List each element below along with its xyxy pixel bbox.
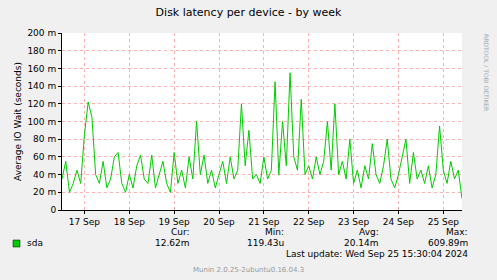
svg-text:17 Sep: 17 Sep [69,217,101,227]
svg-text:sda: sda [27,238,43,248]
svg-text:Last update: Wed Sep 25 15:30:: Last update: Wed Sep 25 15:30:04 2024 [286,249,468,259]
svg-text:Min:: Min: [265,227,284,237]
svg-text:40 m: 40 m [33,170,56,180]
svg-text:25 Sep: 25 Sep [428,217,460,227]
svg-text:20 Sep: 20 Sep [203,217,235,227]
svg-text:Average IO Wait (seconds): Average IO Wait (seconds) [13,62,23,181]
svg-text:19 Sep: 19 Sep [159,217,191,227]
svg-text:RRDTOOL / TOBI OETIKER: RRDTOOL / TOBI OETIKER [483,34,490,111]
svg-text:0: 0 [50,205,56,215]
svg-text:24 Sep: 24 Sep [383,217,415,227]
svg-text:200 m: 200 m [27,28,56,38]
svg-text:60 m: 60 m [33,152,56,162]
svg-text:Avg:: Avg: [359,227,379,237]
svg-text:23 Sep: 23 Sep [338,217,370,227]
svg-text:20 m: 20 m [33,187,56,197]
svg-text:22 Sep: 22 Sep [293,217,325,227]
svg-text:12.62m: 12.62m [155,238,190,248]
svg-text:80 m: 80 m [33,134,56,144]
svg-text:609.89m: 609.89m [428,238,468,248]
svg-text:120 m: 120 m [27,99,56,109]
svg-text:140 m: 140 m [27,81,56,91]
svg-text:20.14m: 20.14m [344,238,379,248]
svg-text:Cur:: Cur: [171,227,190,237]
svg-text:160 m: 160 m [27,64,56,74]
svg-text:180 m: 180 m [27,46,56,56]
svg-text:18 Sep: 18 Sep [114,217,146,227]
svg-text:21 Sep: 21 Sep [248,217,280,227]
svg-text:Munin 2.0.25-2ubuntu0.16.04.3: Munin 2.0.25-2ubuntu0.16.04.3 [193,266,304,274]
svg-text:Disk latency per device - by w: Disk latency per device - by week [156,6,342,19]
svg-text:119.43u: 119.43u [247,238,284,248]
svg-text:Max:: Max: [446,227,468,237]
svg-text:100 m: 100 m [27,117,56,127]
